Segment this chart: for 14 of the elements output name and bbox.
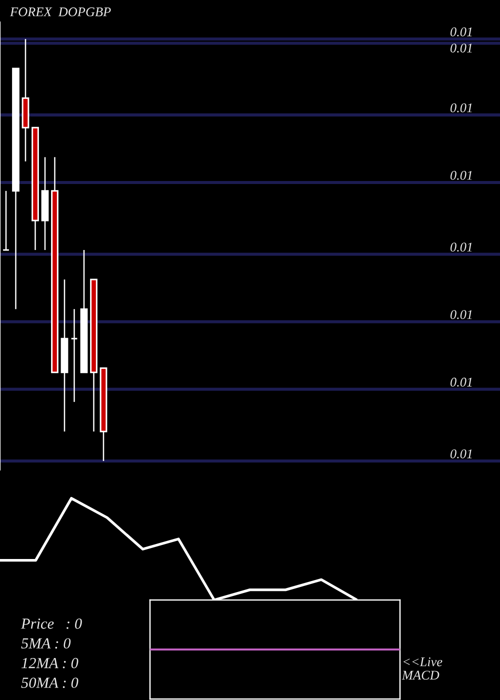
annotation: 0.01 <box>450 27 472 36</box>
text: Price : 0 <box>20 618 82 629</box>
chart-title: FOREX DOPGBP <box>10 7 111 16</box>
annotation: 0.01 <box>450 242 472 252</box>
annotation: 0.01 <box>450 103 472 112</box>
annotation: 0.01 <box>450 44 472 53</box>
text: <<Live MACD <box>402 657 442 680</box>
annotation: 0.01 <box>450 378 472 387</box>
text: 50MA : 0 <box>21 678 78 688</box>
text: 5MA : 0 <box>21 638 71 649</box>
annotation: 0.01 <box>450 170 472 180</box>
annotation: 0.01 <box>450 449 472 458</box>
text: 12MA : 0 <box>22 658 78 668</box>
annotation: 0.01 <box>450 310 472 320</box>
